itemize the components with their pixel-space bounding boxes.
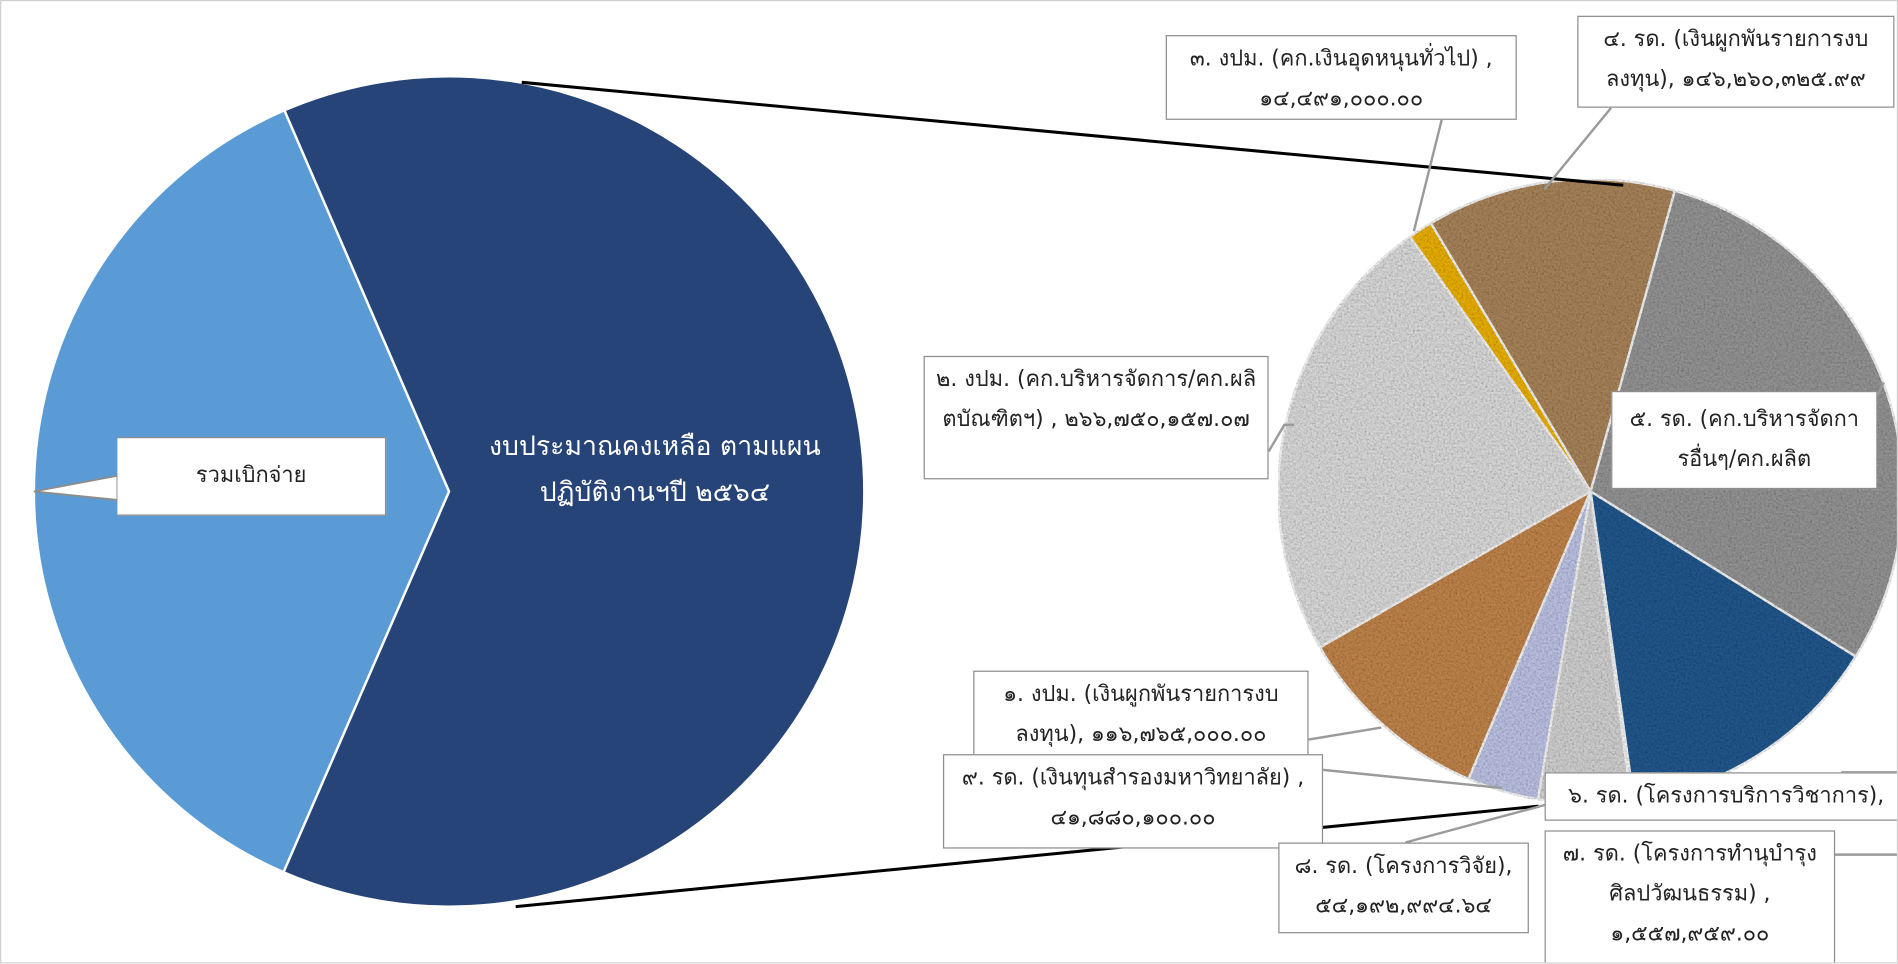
callout: ๑. งปม. (เงินผูกพันรายการงบลงทุน), ๑๑๖,๗… (973, 670, 1309, 768)
slice-label: รวมเบิกจ่าย (195, 462, 307, 488)
slice-label: ๒. งปม. (คก.บริหารจัดการ/คก.ผลิตบัณฑิตฯ)… (936, 366, 1257, 433)
slice-label: ๔. รด. (เงินผูกพันรายการงบลงทุน), (1603, 26, 1869, 92)
callout: ๒. งปม. (คก.บริหารจัดการ/คก.ผลิตบัณฑิตฯ)… (923, 355, 1269, 480)
slice-label: ๗. รด. (โครงการทำนุบำรุงศิลปวัฒนธรรม) , (1562, 841, 1817, 907)
slice-label: ๘. รด. (โครงการวิจัย), (1294, 853, 1513, 879)
value-label: ๑๔๖,๒๖๐,๓๒๕.๙๙ (1681, 66, 1866, 92)
value-label: ๒๖๖,๗๕๐,๑๕๗.๐๗ (1064, 406, 1250, 433)
pie-slice (1466, 490, 1592, 801)
connector-lines (515, 80, 1624, 909)
value-label: ๔๑,๘๘๐,๑๐๐.๐๐ (1050, 804, 1216, 831)
callout: ๔. รด. (เงินผูกพันรายการงบลงทุน), ๑๔๖,๒๖… (1577, 15, 1895, 108)
callout: ๕. รด. (คก.บริหารจัดการอื่นๆ/คก.ผลิต (1611, 390, 1878, 490)
callout: รวมเบิกจ่าย (117, 436, 387, 516)
callout: ๙. รด. (เงินทุนสำรองมหาวิทยาลัย) , ๔๑,๘๘… (942, 754, 1324, 849)
value-label: ๑๑๖,๗๖๕,๐๐๐.๐๐ (1090, 721, 1267, 747)
slice-label: งบประมาณคงเหลือ ตามแผนปฏิบัติงานฯปี ๒๕๖๔ (489, 432, 821, 509)
callout: ๖. รด. (โครงการบริการวิชาการ), (1544, 772, 1897, 821)
value-label: ๕๔,๑๙๒,๙๙๔.๖๔ (1315, 893, 1492, 919)
slice-label: ๑. งปม. (เงินผูกพันรายการงบลงทุน), (1003, 681, 1279, 747)
callout: ๓. งปม. (คก.เงินอุดหนุนทั่วไป) , ๑๔,๔๙๑,… (1165, 35, 1517, 120)
value-label: ๑๔,๔๙๑,๐๐๐.๐๐ (1259, 85, 1424, 112)
callout-pointer (33, 474, 119, 501)
slice-label: ๓. งปม. (คก.เงินอุดหนุนทั่วไป) , (1189, 45, 1493, 72)
leader-lines (1267, 106, 1897, 856)
slice-label: ๕. รด. (คก.บริหารจัดการอื่นๆ/คก.ผลิต (1629, 406, 1860, 473)
slice-label: ๙. รด. (เงินทุนสำรองมหาวิทยาลัย) , (961, 765, 1305, 791)
slice-label: ๖. รด. (โครงการบริการวิชาการ), (1568, 783, 1885, 809)
callout: ๗. รด. (โครงการทำนุบำรุงศิลปวัฒนธรรม) , … (1544, 830, 1836, 963)
value-label: ๑,๕๕๗,๙๕๙.๐๐ (1610, 921, 1770, 947)
callout: ๘. รด. (โครงการวิจัย), ๕๔,๑๙๒,๙๙๔.๖๔ (1278, 842, 1529, 934)
pie-slice (1318, 488, 1594, 781)
